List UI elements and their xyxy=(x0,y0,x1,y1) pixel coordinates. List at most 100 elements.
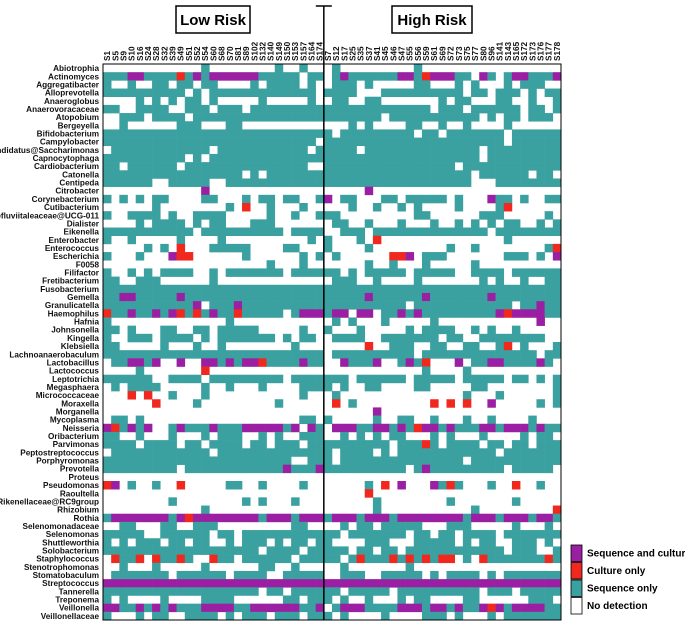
heatmap-cell xyxy=(291,513,300,523)
heatmap-cell xyxy=(143,350,153,359)
heatmap-cell xyxy=(152,513,161,523)
row-label: Citrobacter xyxy=(55,187,99,196)
column-label: S9 xyxy=(119,51,128,61)
heatmap-cell xyxy=(511,137,521,147)
heatmap-cell xyxy=(544,448,554,457)
heatmap-cell xyxy=(348,587,357,596)
heatmap-cell xyxy=(258,481,267,490)
heatmap-cell xyxy=(471,382,480,392)
heatmap-cell xyxy=(160,513,169,523)
heatmap-cell xyxy=(397,579,406,588)
heatmap-cell xyxy=(381,554,390,564)
heatmap-cell xyxy=(430,268,439,277)
heatmap-cell xyxy=(242,129,251,138)
heatmap-cell xyxy=(544,243,554,253)
heatmap-cell xyxy=(160,113,169,122)
heatmap-cell xyxy=(135,333,145,343)
heatmap-cell xyxy=(413,203,423,212)
heatmap-cell xyxy=(364,374,374,384)
heatmap-cell xyxy=(266,301,276,310)
heatmap-cell xyxy=(536,358,545,367)
heatmap-cell xyxy=(348,72,357,81)
heatmap-cell xyxy=(233,129,243,138)
heatmap-cell xyxy=(511,309,521,318)
heatmap-cell xyxy=(528,570,537,580)
heatmap-cell xyxy=(479,530,488,539)
heatmap-cell xyxy=(471,162,480,171)
heatmap-cell xyxy=(552,505,562,515)
heatmap-cell xyxy=(192,325,202,335)
heatmap-cell xyxy=(421,170,431,179)
heatmap-cell xyxy=(446,399,455,408)
heatmap-cell xyxy=(495,276,505,286)
heatmap-cell xyxy=(127,513,137,523)
heatmap-cell xyxy=(332,113,341,122)
heatmap-cell xyxy=(397,423,406,433)
heatmap-cell xyxy=(364,170,374,179)
heatmap-cell xyxy=(446,145,455,155)
heatmap-cell xyxy=(135,546,145,555)
heatmap-cell xyxy=(536,145,545,155)
heatmap-cell xyxy=(552,374,562,384)
heatmap-cell xyxy=(258,382,267,392)
column-label: S16 xyxy=(136,46,145,61)
heatmap-cell xyxy=(528,333,537,343)
heatmap-cell xyxy=(487,415,496,425)
heatmap-cell xyxy=(413,333,423,343)
heatmap-cell xyxy=(209,137,218,147)
heatmap-cell xyxy=(340,170,349,179)
heatmap-cell xyxy=(430,284,439,294)
row-label: Cardiobacterium xyxy=(34,162,99,171)
heatmap-cell xyxy=(299,309,308,318)
heatmap-cell xyxy=(225,227,235,237)
heatmap-cell xyxy=(552,96,562,106)
heatmap-cell xyxy=(242,333,251,343)
heatmap-cell xyxy=(479,423,488,433)
heatmap-cell xyxy=(520,309,529,318)
heatmap-cell xyxy=(217,513,226,523)
heatmap-cell xyxy=(258,292,267,302)
heatmap-cell xyxy=(299,170,308,179)
heatmap-cell xyxy=(421,603,431,613)
heatmap-cell xyxy=(405,358,415,367)
heatmap-cell xyxy=(536,587,545,596)
heatmap-cell xyxy=(332,579,341,588)
heatmap-cell xyxy=(372,382,382,392)
heatmap-cell xyxy=(111,137,120,147)
heatmap-cell xyxy=(258,579,267,588)
heatmap-cell xyxy=(299,333,308,343)
heatmap-cell xyxy=(511,178,521,187)
heatmap-cell xyxy=(430,219,439,228)
heatmap-cell xyxy=(250,80,259,89)
heatmap-cell xyxy=(176,309,186,318)
heatmap-cell xyxy=(111,72,120,81)
heatmap-cell xyxy=(348,570,357,580)
row-label: Raoultella xyxy=(60,489,100,498)
heatmap-cell xyxy=(348,554,357,564)
row-label: Stomatobaculum xyxy=(33,571,99,580)
heatmap-cell xyxy=(160,579,169,588)
heatmap-cell xyxy=(152,88,161,98)
row-label: Stenotrophomonas xyxy=(24,563,99,572)
heatmap-cell xyxy=(217,104,226,114)
heatmap-cell xyxy=(495,227,505,237)
heatmap-cell xyxy=(356,153,366,163)
heatmap-cell xyxy=(413,374,423,384)
heatmap-cell xyxy=(479,72,488,81)
column-label: S5 xyxy=(111,51,120,61)
heatmap-cell xyxy=(176,530,186,539)
heatmap-cell xyxy=(168,464,177,474)
heatmap-cell xyxy=(201,595,210,604)
heatmap-cell xyxy=(111,431,120,441)
heatmap-cell xyxy=(135,374,145,384)
heatmap-cell xyxy=(307,570,316,580)
heatmap-cell xyxy=(168,145,177,155)
heatmap-cell xyxy=(397,268,406,277)
heatmap-cell xyxy=(511,219,521,228)
heatmap-cell xyxy=(258,423,267,433)
heatmap-cell xyxy=(103,464,112,474)
heatmap-cell xyxy=(143,391,153,400)
heatmap-cell xyxy=(160,104,169,114)
heatmap-cell xyxy=(389,170,398,179)
heatmap-cell xyxy=(405,562,415,572)
